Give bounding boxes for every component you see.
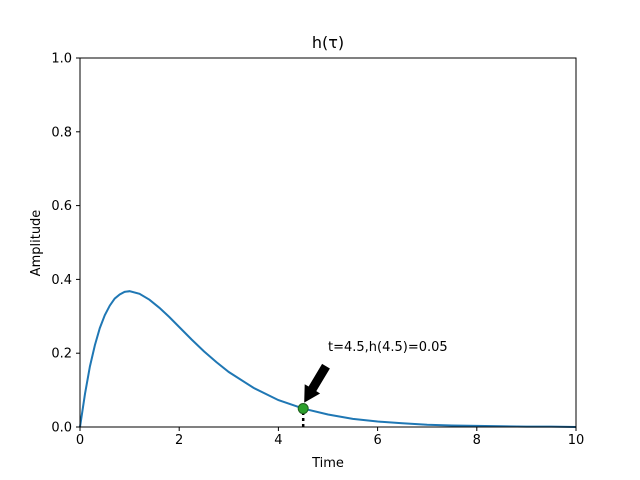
x-tick-label: 0 (76, 433, 84, 448)
y-tick-label: 1.0 (51, 52, 72, 67)
x-axis-label: Time (311, 456, 344, 471)
chart-title: h(τ) (312, 33, 344, 52)
y-tick-label: 0.6 (51, 199, 72, 214)
x-tick-label: 10 (568, 433, 585, 448)
y-tick-label: 0.0 (51, 421, 72, 436)
plot-frame (79, 57, 577, 428)
series-line (79, 290, 577, 428)
x-tick-label: 2 (175, 433, 183, 448)
y-tick-label: 0.4 (51, 273, 72, 288)
x-tick-label: 6 (373, 433, 381, 448)
plot-area: t=4.5,h(4.5)=0.05 (79, 290, 577, 428)
x-tick-label: 8 (473, 433, 481, 448)
annotation-label: t=4.5,h(4.5)=0.05 (328, 340, 448, 355)
y-tick-label: 0.8 (51, 125, 72, 140)
y-axis-ticks: 0.0 0.2 0.4 0.6 0.8 1.0 (51, 52, 80, 436)
annotation-arrow (304, 363, 330, 403)
x-tick-label: 4 (274, 433, 282, 448)
marker-point (297, 403, 309, 415)
arrow-shape (304, 363, 330, 403)
y-axis-label: Amplitude (29, 210, 44, 277)
y-tick-label: 0.2 (51, 347, 72, 362)
x-axis-ticks: 0 2 4 6 8 10 (76, 427, 584, 448)
